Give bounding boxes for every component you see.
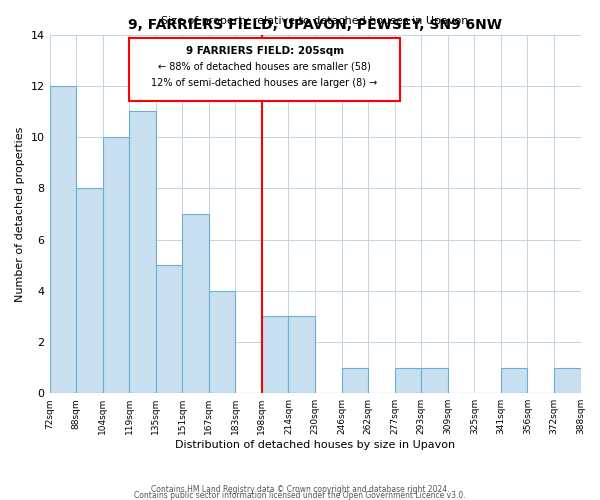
- Bar: [554, 368, 581, 393]
- Bar: [103, 137, 129, 393]
- Bar: [395, 368, 421, 393]
- FancyBboxPatch shape: [129, 38, 400, 101]
- Bar: [501, 368, 527, 393]
- X-axis label: Distribution of detached houses by size in Upavon: Distribution of detached houses by size …: [175, 440, 455, 450]
- Bar: [262, 316, 289, 393]
- Bar: [341, 368, 368, 393]
- Bar: [289, 316, 315, 393]
- Bar: [76, 188, 103, 393]
- Bar: [182, 214, 209, 393]
- Bar: [156, 265, 182, 393]
- Text: Size of property relative to detached houses in Upavon: Size of property relative to detached ho…: [161, 16, 469, 26]
- Bar: [50, 86, 76, 393]
- Bar: [129, 112, 156, 393]
- Text: ← 88% of detached houses are smaller (58): ← 88% of detached houses are smaller (58…: [158, 62, 371, 72]
- Text: Contains HM Land Registry data © Crown copyright and database right 2024.: Contains HM Land Registry data © Crown c…: [151, 484, 449, 494]
- Text: Contains public sector information licensed under the Open Government Licence v3: Contains public sector information licen…: [134, 490, 466, 500]
- Y-axis label: Number of detached properties: Number of detached properties: [15, 126, 25, 302]
- Bar: [421, 368, 448, 393]
- Text: 12% of semi-detached houses are larger (8) →: 12% of semi-detached houses are larger (…: [151, 78, 378, 88]
- Text: 9 FARRIERS FIELD: 205sqm: 9 FARRIERS FIELD: 205sqm: [185, 46, 344, 56]
- Title: 9, FARRIERS FIELD, UPAVON, PEWSEY, SN9 6NW: 9, FARRIERS FIELD, UPAVON, PEWSEY, SN9 6…: [128, 18, 502, 32]
- Bar: [209, 291, 235, 393]
